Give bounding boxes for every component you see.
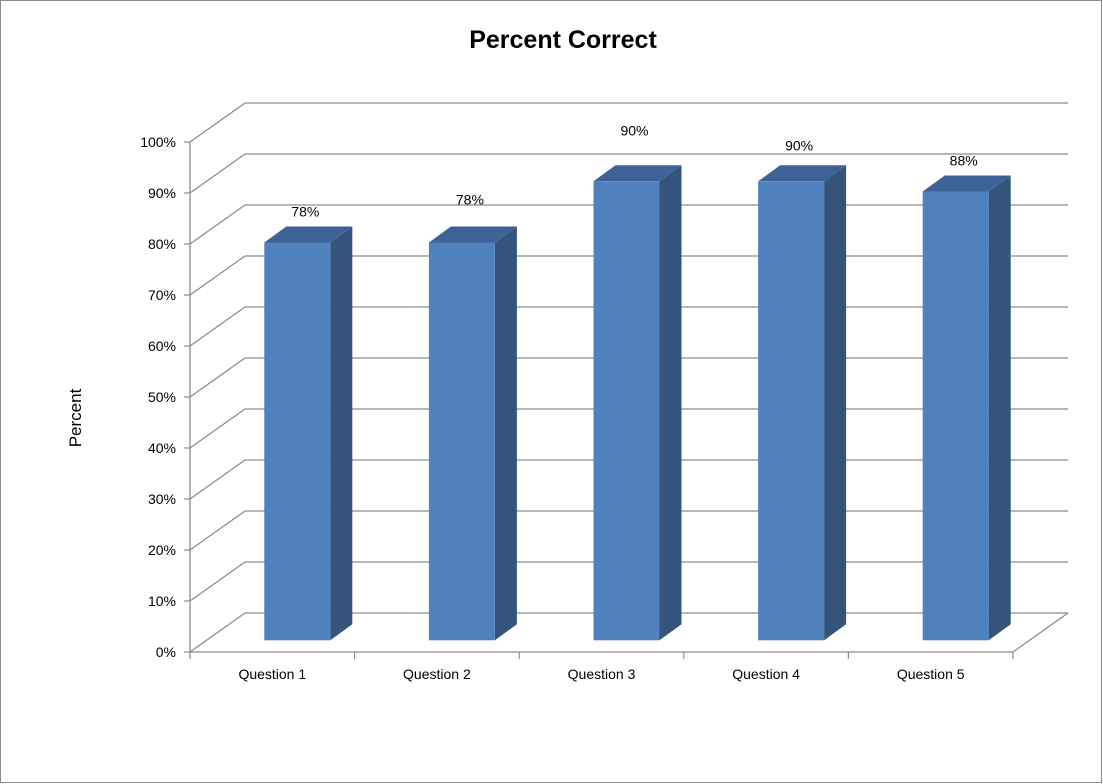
- x-tick-label: Question 5: [897, 666, 965, 682]
- y-tick-label: 100%: [140, 134, 176, 150]
- y-tick-label: 50%: [148, 389, 176, 405]
- gridline-diagonal: [189, 459, 246, 500]
- gridline-diagonal: [189, 255, 246, 296]
- gridline-diagonal: [189, 357, 246, 398]
- bar-top: [593, 165, 682, 182]
- bar-side: [824, 165, 847, 641]
- bar-side: [494, 226, 517, 641]
- y-tick-label: 30%: [148, 491, 176, 507]
- bar-3: [593, 165, 682, 641]
- bar-side: [659, 165, 682, 641]
- y-tick-label: 60%: [148, 338, 176, 354]
- bar-top: [758, 165, 847, 182]
- bar-5: [922, 175, 1011, 641]
- y-tick-label: 0%: [156, 644, 176, 660]
- y-tick-label: 90%: [148, 185, 176, 201]
- gridline-diagonal: [189, 306, 246, 347]
- data-label: 90%: [785, 137, 813, 153]
- bars: [264, 165, 1011, 641]
- floor-edge: [1012, 612, 1069, 653]
- bar: [758, 181, 825, 641]
- bar: [922, 191, 989, 641]
- bar-top: [922, 175, 1011, 192]
- bar-side: [988, 175, 1011, 641]
- chart-title: Percent Correct: [469, 26, 657, 54]
- data-label: 78%: [456, 192, 484, 208]
- gridline-diagonal: [189, 408, 246, 449]
- x-tick-label: Question 1: [238, 666, 306, 682]
- bar-2: [428, 226, 517, 641]
- bar-side: [330, 226, 353, 641]
- y-tick-label: 80%: [148, 236, 176, 252]
- bar: [428, 242, 495, 641]
- data-labels: 78% 78% 90% 90% 88%: [291, 122, 977, 219]
- x-axis: [189, 142, 1069, 659]
- y-tick-label: 20%: [148, 542, 176, 558]
- gridline-diagonal: [189, 561, 246, 602]
- x-axis-ticks: Question 1 Question 2 Question 3 Question 4…: [238, 666, 964, 682]
- x-tick-label: Question 4: [732, 666, 800, 682]
- x-tick-label: Question 3: [568, 666, 636, 682]
- data-label: 90%: [620, 122, 648, 138]
- y-axis-ticks: 0% 10% 20% 30% 40% 50% 60% 70% 80% 90% 100%: [140, 134, 176, 660]
- bar: [593, 181, 660, 641]
- x-tick-label: Question 2: [403, 666, 471, 682]
- bar-top: [264, 226, 353, 243]
- gridline-diagonal: [189, 204, 246, 245]
- data-label: 88%: [950, 153, 978, 169]
- gridline-diagonal: [189, 510, 246, 551]
- gridline-diagonal: [189, 153, 246, 194]
- bar-top: [428, 226, 517, 243]
- bar-1: [264, 226, 353, 641]
- data-label: 78%: [291, 204, 319, 220]
- gridline-diagonal: [189, 612, 246, 653]
- gridline-diagonal: [189, 102, 246, 143]
- y-tick-label: 10%: [148, 593, 176, 609]
- y-tick-label: 70%: [148, 287, 176, 303]
- bar-4: [758, 165, 847, 641]
- bar: [264, 242, 331, 641]
- y-tick-label: 40%: [148, 440, 176, 456]
